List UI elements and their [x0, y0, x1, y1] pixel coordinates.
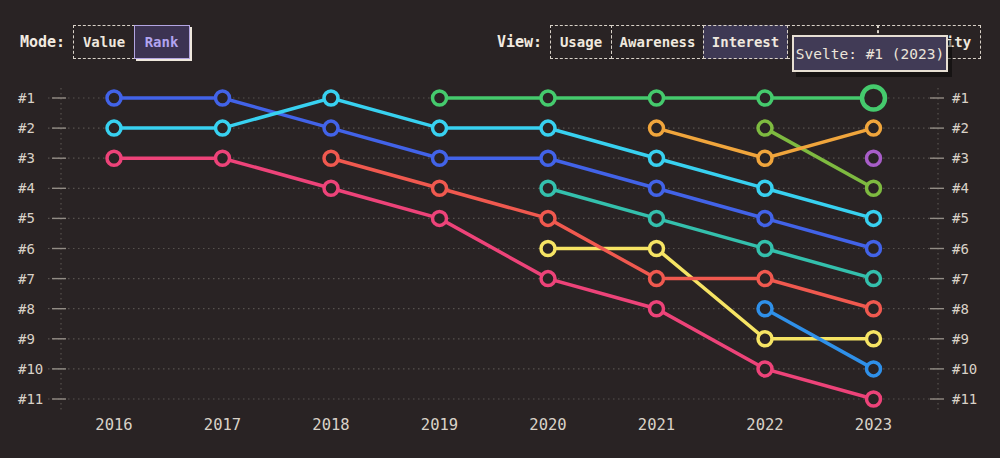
year-label: 2021: [638, 416, 675, 434]
data-point-orange-line-2021[interactable]: [650, 121, 664, 135]
series-line-salmon-line: [331, 158, 874, 309]
data-point-blue-line-2017[interactable]: [216, 91, 230, 105]
data-point-yellow-line-2022[interactable]: [758, 332, 772, 346]
data-point-salmon-line-2018[interactable]: [324, 151, 338, 165]
rank-label-right: #4: [952, 180, 969, 196]
data-point-sky-blue-line-2023[interactable]: [867, 362, 881, 376]
rank-label-left: #5: [18, 210, 35, 226]
year-label: 2018: [312, 416, 349, 434]
rank-label-left: #8: [18, 301, 35, 317]
rank-label-right: #9: [952, 331, 969, 347]
rank-label-right: #2: [952, 120, 969, 136]
data-point-pink-line-2021[interactable]: [650, 302, 664, 316]
data-point-cyan-line-2016[interactable]: [107, 121, 121, 135]
data-point-teal-line-2021[interactable]: [650, 211, 664, 225]
data-point-teal-line-2023[interactable]: [867, 272, 881, 286]
data-point-blue-line-2021[interactable]: [650, 181, 664, 195]
rank-label-left: #10: [18, 361, 43, 377]
data-point-Svelte-2021[interactable]: [650, 91, 664, 105]
data-point-blue-line-2016[interactable]: [107, 91, 121, 105]
data-point-pink-line-2019[interactable]: [433, 211, 447, 225]
chart-tooltip-text: Svelte: #1 (2023): [796, 46, 944, 62]
year-label: 2020: [529, 416, 566, 434]
data-point-blue-line-2020[interactable]: [541, 151, 555, 165]
data-point-Svelte-2019[interactable]: [433, 91, 447, 105]
data-point-salmon-line-2022[interactable]: [758, 272, 772, 286]
data-point-salmon-line-2020[interactable]: [541, 211, 555, 225]
rank-label-left: #11: [18, 391, 43, 407]
data-point-salmon-line-2019[interactable]: [433, 181, 447, 195]
rank-label-right: #6: [952, 241, 969, 257]
highlight-point-Svelte-2023[interactable]: [862, 87, 885, 110]
rank-label-right: #5: [952, 210, 969, 226]
data-point-Svelte-2020[interactable]: [541, 91, 555, 105]
series-line-lime-line: [765, 128, 874, 188]
data-point-blue-line-2018[interactable]: [324, 121, 338, 135]
data-point-teal-line-2020[interactable]: [541, 181, 555, 195]
data-point-cyan-line-2018[interactable]: [324, 91, 338, 105]
rank-label-left: #3: [18, 150, 35, 166]
data-point-cyan-line-2021[interactable]: [650, 151, 664, 165]
data-point-cyan-line-2017[interactable]: [216, 121, 230, 135]
data-point-yellow-line-2020[interactable]: [541, 242, 555, 256]
data-point-cyan-line-2022[interactable]: [758, 181, 772, 195]
data-point-lime-line-2022[interactable]: [758, 121, 772, 135]
rank-label-left: #4: [18, 180, 35, 196]
rank-label-right: #8: [952, 301, 969, 317]
data-point-sky-blue-line-2022[interactable]: [758, 302, 772, 316]
data-point-Svelte-2022[interactable]: [758, 91, 772, 105]
rank-label-left: #7: [18, 271, 35, 287]
series-line-blue-line: [114, 98, 874, 249]
data-point-pink-line-2023[interactable]: [867, 392, 881, 406]
data-point-yellow-line-2023[interactable]: [867, 332, 881, 346]
rank-label-left: #2: [18, 120, 35, 136]
data-point-blue-line-2022[interactable]: [758, 211, 772, 225]
year-label: 2022: [746, 416, 783, 434]
data-point-cyan-line-2023[interactable]: [867, 211, 881, 225]
data-point-pink-line-2016[interactable]: [107, 151, 121, 165]
data-point-purple-line-2023[interactable]: [867, 151, 881, 165]
data-point-teal-line-2022[interactable]: [758, 242, 772, 256]
rank-label-left: #6: [18, 241, 35, 257]
rank-label-right: #11: [952, 391, 977, 407]
data-point-pink-line-2017[interactable]: [216, 151, 230, 165]
data-point-salmon-line-2023[interactable]: [867, 302, 881, 316]
data-point-salmon-line-2021[interactable]: [650, 272, 664, 286]
data-point-yellow-line-2021[interactable]: [650, 242, 664, 256]
rank-label-right: #3: [952, 150, 969, 166]
year-label: 2016: [95, 416, 132, 434]
data-point-pink-line-2022[interactable]: [758, 362, 772, 376]
data-point-cyan-line-2020[interactable]: [541, 121, 555, 135]
data-point-lime-line-2023[interactable]: [867, 181, 881, 195]
year-label: 2023: [855, 416, 892, 434]
rank-label-right: #7: [952, 271, 969, 287]
data-point-pink-line-2018[interactable]: [324, 181, 338, 195]
rank-label-right: #1: [952, 90, 969, 106]
year-label: 2017: [204, 416, 241, 434]
data-point-pink-line-2020[interactable]: [541, 272, 555, 286]
year-label: 2019: [421, 416, 458, 434]
data-point-orange-line-2023[interactable]: [867, 121, 881, 135]
chart-tooltip: Svelte: #1 (2023): [792, 35, 948, 72]
data-point-orange-line-2022[interactable]: [758, 151, 772, 165]
data-point-blue-line-2019[interactable]: [433, 151, 447, 165]
rank-label-left: #9: [18, 331, 35, 347]
rank-label-left: #1: [18, 90, 35, 106]
data-point-cyan-line-2019[interactable]: [433, 121, 447, 135]
rank-label-right: #10: [952, 361, 977, 377]
data-point-blue-line-2023[interactable]: [867, 242, 881, 256]
